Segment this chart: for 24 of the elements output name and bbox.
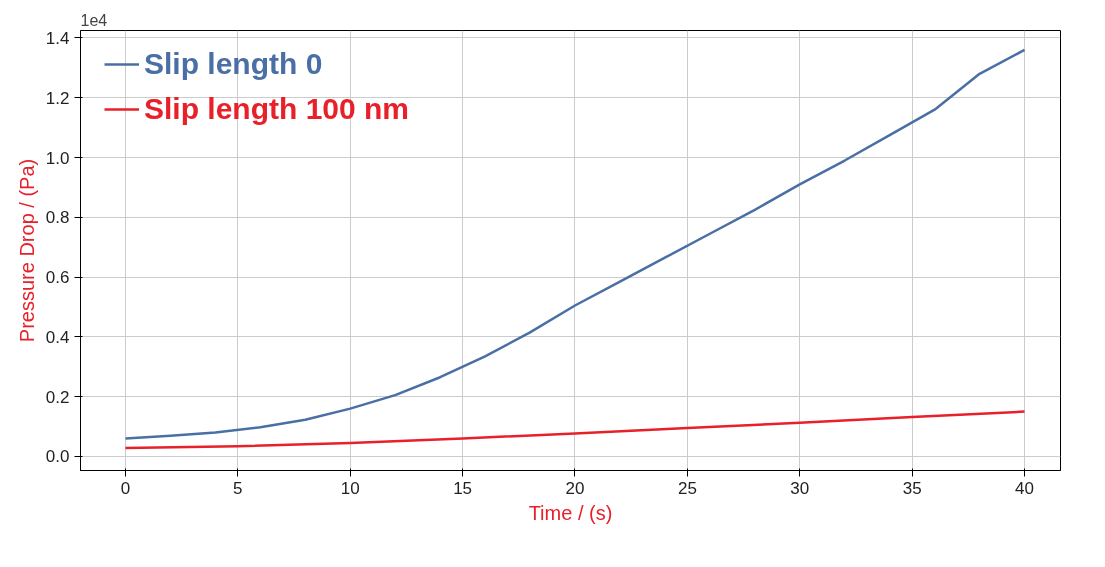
text: 1e4 [80,11,108,29]
y-tick-label: 0.6 [45,268,70,288]
x-tick-label: 10 [340,478,360,498]
y-tick-label: 0.8 [45,208,70,228]
x-tick-label: 0 [120,478,131,498]
line-series [124,48,1026,440]
y-tick-label: 0.4 [45,327,70,347]
y-tick-label: 0.0 [45,447,70,467]
legend-label: Slip length 0 [144,47,323,81]
legend-label: Slip length 100 nm [144,92,410,126]
x-tick-label: 40 [1015,478,1034,498]
y-tick-label: 1.0 [45,148,70,168]
y-axis-title: Pressure Drop / (Pa) [15,158,38,343]
x-tick-label: 35 [902,478,922,498]
x-tick-label: 15 [453,478,473,498]
x-tick-label: 20 [565,478,585,498]
x-tick-label: 5 [233,478,243,498]
x-tick-label: 30 [790,478,810,498]
y-tick-label: 1.4 [45,28,70,48]
y-tick-label: 0.2 [45,387,70,407]
y-tick-label: 1.2 [45,88,70,108]
x-tick-label: 25 [677,478,697,498]
x-axis-title: Time / (s) [528,501,613,524]
line-series [124,410,1026,450]
